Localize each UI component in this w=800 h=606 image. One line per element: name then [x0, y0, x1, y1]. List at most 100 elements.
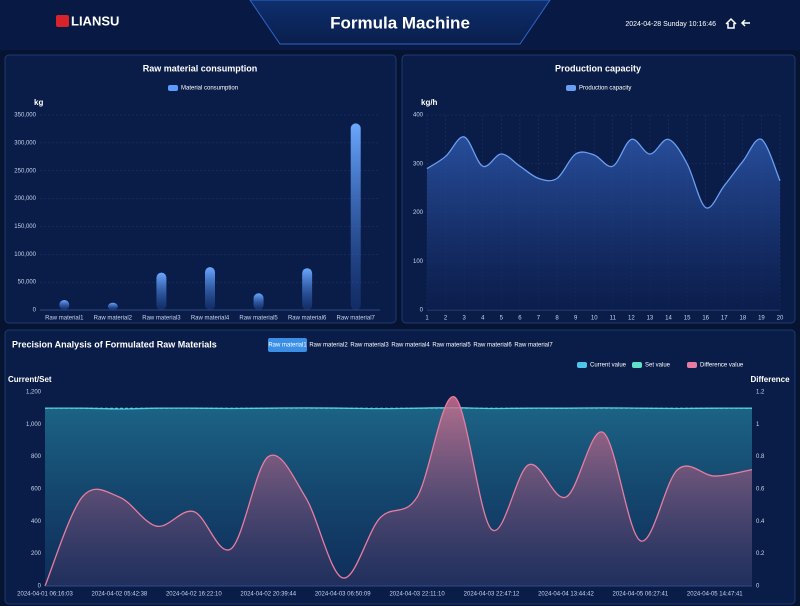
y2-axis-label: Difference — [750, 375, 790, 384]
y-tick-label: 0 — [756, 584, 760, 590]
y-tick-label: 150,000 — [14, 224, 36, 230]
legend-label: Material consumption — [181, 86, 238, 92]
x-tick-label: 2024-04-05 14:47:41 — [687, 592, 743, 598]
y-tick-label: 1 — [756, 422, 760, 428]
legend-swatch — [632, 362, 642, 368]
home-button[interactable] — [725, 17, 737, 29]
bar — [156, 272, 167, 310]
title-plate — [249, 0, 551, 45]
x-tick-label: 8 — [555, 316, 559, 322]
tab[interactable] — [268, 338, 307, 352]
x-tick-label: Raw material1 — [45, 316, 84, 322]
y-tick-label: 100 — [413, 259, 424, 265]
y-tick-label: 1,200 — [26, 390, 42, 396]
x-tick-label: 4 — [481, 316, 485, 322]
y-tick-label: 50,000 — [18, 280, 37, 286]
x-tick-label: 2024-04-05 06:27:41 — [613, 592, 669, 598]
x-tick-label: 17 — [721, 316, 728, 322]
legend-swatch — [687, 362, 697, 368]
chart-title: Production capacity — [555, 63, 641, 73]
x-tick-label: 15 — [684, 316, 691, 322]
x-tick-label: 5 — [500, 316, 504, 322]
x-tick-label: 2024-04-02 05:42:38 — [92, 592, 148, 598]
chart-title: Raw material consumption — [143, 63, 258, 73]
y-tick-label: 400 — [31, 519, 42, 525]
legend-label: Set value — [645, 363, 671, 369]
y-tick-label: 200 — [413, 210, 424, 216]
x-tick-label: Raw material6 — [288, 316, 327, 322]
y-tick-label: 600 — [31, 487, 42, 493]
x-tick-label: 18 — [739, 316, 746, 322]
logo-icon — [56, 15, 69, 27]
panel — [4, 54, 397, 324]
y-tick-label: 100,000 — [14, 252, 36, 258]
x-tick-label: 14 — [665, 316, 672, 322]
y-tick-label: 0 — [38, 584, 42, 590]
line — [44, 396, 753, 587]
tab-label[interactable]: Raw material5 — [432, 343, 471, 349]
bar — [107, 302, 118, 310]
chart-title: Precision Analysis of Formulated Raw Mat… — [12, 339, 217, 349]
y-tick-label: 350,000 — [14, 113, 36, 119]
x-tick-label: 2024-04-03 22:47:12 — [464, 592, 520, 598]
y-tick-label: 0.2 — [756, 551, 765, 557]
x-tick-label: 2 — [444, 316, 448, 322]
area — [45, 396, 752, 586]
logo-text: LIANSU — [71, 13, 119, 28]
x-tick-label: 2024-04-03 06:50:09 — [315, 592, 371, 598]
line — [426, 136, 781, 209]
y-tick-label: 0 — [420, 308, 424, 314]
tab-label[interactable]: Raw material1 — [268, 343, 307, 349]
x-tick-label: 12 — [628, 316, 635, 322]
x-tick-label: Raw material2 — [94, 316, 133, 322]
x-tick-label: 13 — [647, 316, 654, 322]
x-tick-label: Raw material3 — [142, 316, 181, 322]
x-tick-label: 19 — [758, 316, 765, 322]
x-tick-label: 9 — [574, 316, 578, 322]
x-tick-label: 2024-04-01 06:16:03 — [17, 592, 73, 598]
y-tick-label: 0.6 — [756, 487, 765, 493]
bar — [59, 299, 70, 310]
y-tick-label: 300 — [413, 161, 424, 167]
back-button[interactable] — [740, 19, 750, 27]
tab-label[interactable]: Raw material2 — [309, 343, 348, 349]
y-tick-label: 800 — [31, 454, 42, 460]
x-tick-label: 2024-04-02 20:39:44 — [240, 592, 296, 598]
x-tick-label: Raw material5 — [239, 316, 278, 322]
tab-label[interactable]: Raw material7 — [514, 343, 553, 349]
bar — [253, 293, 264, 310]
tab-label[interactable]: Raw material6 — [473, 343, 512, 349]
tab-label[interactable]: Raw material3 — [350, 343, 389, 349]
area — [427, 136, 780, 310]
legend-label: Current value — [590, 363, 627, 369]
x-tick-label: 16 — [702, 316, 709, 322]
y-tick-label: 1,000 — [26, 422, 42, 428]
bar — [205, 267, 215, 310]
legend-swatch — [566, 85, 576, 91]
page-title: Formula Machine — [330, 13, 470, 32]
y-tick-label: 0 — [33, 308, 37, 314]
legend-swatch — [168, 85, 178, 91]
y-tick-label: 0.4 — [756, 519, 765, 525]
x-tick-label: 2024-04-03 22:11:10 — [389, 592, 445, 598]
y-tick-label: 200 — [31, 551, 42, 557]
y-tick-label: 1.2 — [756, 390, 765, 396]
x-tick-label: 6 — [518, 316, 522, 322]
bar — [302, 268, 313, 310]
y-axis-label: kg/h — [421, 98, 438, 107]
legend-label: Difference value — [700, 363, 744, 369]
bar — [350, 123, 361, 310]
y-tick-label: 0.8 — [756, 454, 765, 460]
x-tick-label: Raw material7 — [337, 316, 376, 322]
y-tick-label: 200,000 — [14, 196, 36, 202]
x-tick-label: 2024-04-04 13:44:42 — [538, 592, 594, 598]
y-axis-label: Current/Set — [8, 375, 52, 384]
x-tick-label: 7 — [537, 316, 541, 322]
x-tick-label: 20 — [777, 316, 784, 322]
tab-label[interactable]: Raw material4 — [391, 343, 430, 349]
y-axis-label: kg — [34, 98, 43, 107]
x-tick-label: 2024-04-02 16:22:10 — [166, 592, 222, 598]
x-tick-label: 3 — [462, 316, 466, 322]
